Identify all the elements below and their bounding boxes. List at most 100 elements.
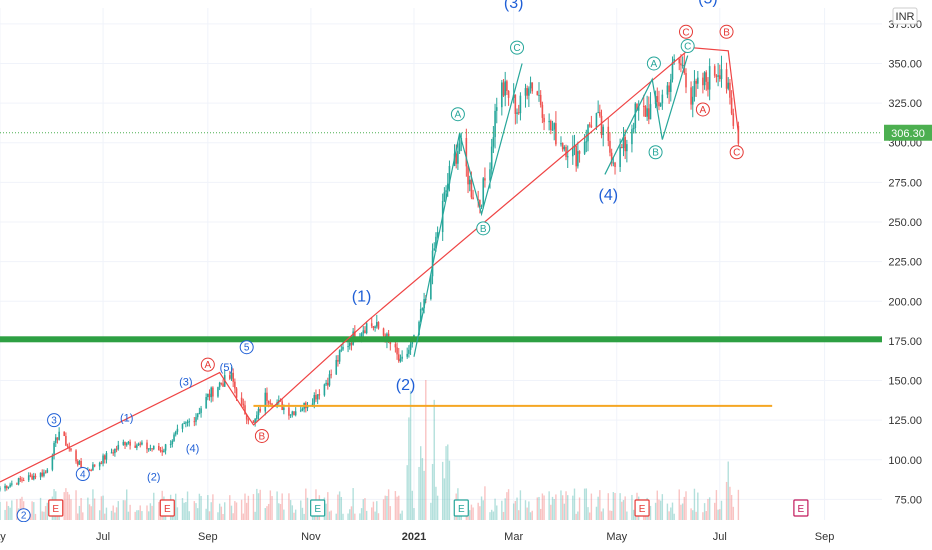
volume-bar	[561, 495, 564, 520]
volume-bar	[289, 500, 292, 520]
volume-bar	[281, 493, 283, 520]
volume-bar	[619, 493, 621, 520]
candle-body	[479, 199, 481, 207]
horizontal-levels[interactable]	[0, 132, 882, 407]
price-tick-label: 75.00	[894, 494, 922, 506]
candle-body	[457, 151, 459, 164]
candle-body	[705, 72, 708, 82]
volume-bar	[572, 495, 574, 520]
candle-body	[306, 406, 309, 409]
volume-bar	[524, 500, 527, 520]
candle-body	[732, 113, 735, 126]
volume-bar	[242, 513, 245, 520]
candle-body	[636, 103, 638, 111]
candle-body	[169, 444, 172, 446]
candle-body	[713, 66, 716, 76]
earnings-marker[interactable]	[159, 499, 175, 517]
wave-line-teal[interactable]	[604, 55, 689, 175]
candle-body	[445, 190, 447, 193]
volume-bar	[441, 461, 444, 520]
wave-circle	[648, 145, 663, 160]
candle-body	[577, 151, 579, 167]
wave-line-teal[interactable]	[413, 63, 523, 357]
candle-body	[207, 393, 209, 398]
candle-body	[516, 112, 518, 114]
wave-circle-label: 3	[51, 416, 57, 427]
volume-bar	[359, 513, 361, 520]
candle-body	[257, 408, 260, 416]
volume-bar	[33, 502, 35, 520]
volume-bar	[695, 511, 697, 520]
volume-bar	[590, 493, 593, 520]
candle-body	[188, 421, 191, 423]
volume-bar	[541, 493, 544, 520]
volume-bar	[587, 507, 589, 520]
volume-bar	[501, 500, 503, 520]
candle-body	[288, 407, 290, 416]
candle-body	[205, 397, 207, 409]
earnings-marker[interactable]	[453, 499, 469, 517]
volume-bar	[335, 513, 337, 520]
candle-body	[318, 394, 321, 396]
candle-body	[578, 151, 581, 154]
earnings-marker[interactable]	[793, 499, 809, 517]
time-tick-label: 2021	[402, 531, 426, 543]
earnings-marker[interactable]	[310, 499, 326, 517]
candle-body	[671, 62, 674, 80]
volume-bar	[98, 510, 101, 520]
time-axis[interactable]: ay Jul Sep Nov 2021 Mar May Jul Sep	[0, 522, 932, 550]
volume-bar	[448, 460, 451, 520]
elliott-wave-lines[interactable]	[0, 47, 739, 483]
volume-bar	[340, 496, 343, 520]
support-175-line[interactable]	[0, 336, 882, 343]
candle-body	[134, 445, 136, 448]
volume-bar	[583, 488, 586, 520]
candle-body	[730, 97, 733, 114]
volume-bar	[399, 513, 402, 520]
volume-bar	[210, 502, 212, 520]
volume-bar	[115, 507, 118, 520]
volume-bar	[65, 488, 67, 520]
last-price-tag[interactable]	[884, 124, 932, 141]
candle-body	[293, 411, 295, 416]
candle-body	[163, 450, 165, 453]
candle-body	[244, 405, 246, 415]
earnings-marker[interactable]	[48, 499, 64, 517]
wave-circle	[679, 24, 693, 39]
volume-bar	[656, 490, 658, 520]
volume-bar	[200, 495, 202, 520]
candle-body	[612, 162, 615, 164]
candle-body	[46, 469, 49, 473]
volume-bar	[632, 509, 635, 520]
volume-bar	[342, 513, 344, 520]
price-tick-label: 250.00	[888, 217, 922, 229]
volume-bar	[252, 494, 255, 520]
volume-bar	[66, 491, 69, 520]
candle-body	[7, 486, 10, 489]
chart-grid	[0, 8, 882, 520]
candle-body	[289, 414, 292, 416]
volume-bar	[588, 512, 591, 520]
candle-body	[139, 443, 142, 445]
volume-bar	[21, 496, 23, 520]
volume-bar	[420, 446, 422, 520]
price-axis[interactable]: 75.00 100.00 125.00 150.00 175.00 200.00 225.0…	[882, 0, 932, 550]
candle-body	[75, 450, 77, 462]
volume-bar	[386, 495, 388, 520]
wave-line-red[interactable]	[0, 47, 739, 483]
wave-circle	[476, 221, 491, 236]
volume-bar	[389, 506, 392, 520]
wave-label: (1)	[120, 413, 133, 425]
candle-body	[65, 436, 67, 446]
earnings-marker[interactable]	[634, 499, 650, 517]
candle-body	[619, 147, 621, 168]
candle-body	[350, 342, 353, 345]
wave-circle	[680, 39, 695, 54]
volume-bar	[46, 502, 49, 520]
candle-body	[658, 102, 660, 107]
volume-bar	[543, 495, 545, 520]
wave-label: (5)	[698, 0, 718, 7]
volume-bar	[714, 502, 716, 520]
